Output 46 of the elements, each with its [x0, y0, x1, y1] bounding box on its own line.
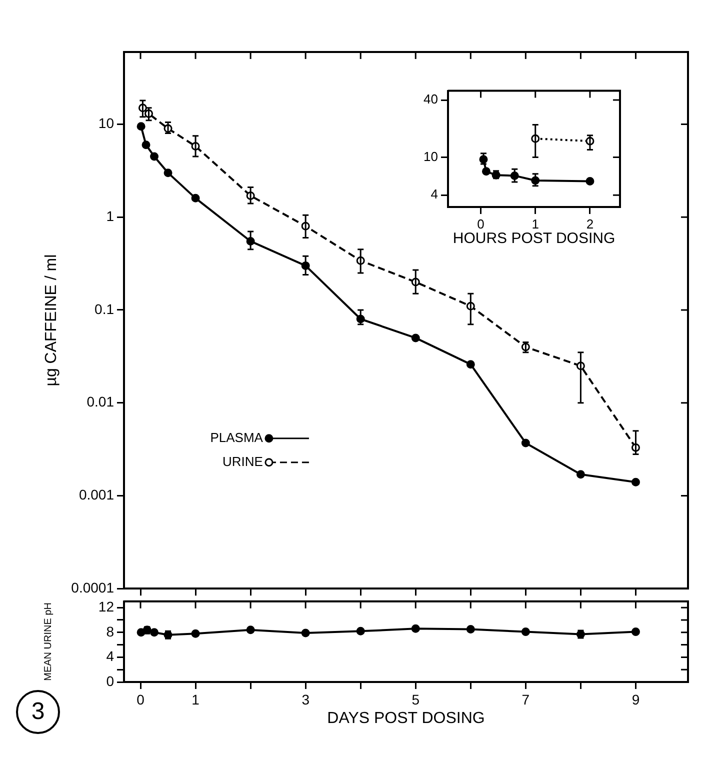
point: [411, 624, 420, 633]
point: [466, 625, 475, 634]
point: [164, 168, 172, 178]
x-tick-label: 2: [586, 216, 594, 232]
point: [521, 438, 530, 448]
point: [356, 626, 365, 636]
x-tick-label: 9: [632, 691, 640, 708]
x-tick-label: 0: [136, 691, 145, 708]
y-tick-label: 10: [98, 115, 114, 132]
x-tick-label: 5: [412, 691, 420, 708]
y-tick-label: 12: [98, 598, 114, 614]
x-axis-title: DAYS POST DOSING: [327, 710, 485, 727]
x-axis-title: HOURS POST DOSING: [452, 230, 616, 248]
point: [191, 194, 200, 202]
x-tick-label: 7: [522, 691, 530, 708]
y-tick-label: 0.001: [78, 486, 114, 503]
y-tick-label: 10: [424, 148, 438, 164]
x-tick-label: 3: [302, 691, 310, 708]
y-tick-label: 0.01: [86, 394, 114, 410]
y-tick-label: 8: [106, 623, 114, 640]
point: [191, 629, 200, 638]
point: [521, 628, 530, 636]
point: [631, 628, 640, 636]
y-axis-title: µg CAFFEINE / ml: [43, 254, 60, 386]
point: [576, 470, 585, 479]
point: [142, 140, 150, 150]
point: [466, 360, 475, 369]
legend-label: URINE: [222, 454, 264, 469]
x-tick-label: 1: [192, 691, 200, 708]
y-tick-label: 4: [430, 186, 438, 202]
x-tick-label: 1: [532, 216, 539, 232]
y-tick-label: 0: [106, 672, 114, 689]
point: [631, 478, 640, 486]
y-tick-label: 0.0001: [71, 579, 114, 596]
legend-label: PLASMA: [210, 430, 264, 445]
point: [136, 122, 146, 131]
point: [246, 626, 255, 634]
point: [411, 334, 420, 342]
point: [301, 628, 310, 638]
y-tick-label: 0.1: [94, 300, 114, 317]
y-tick-label: 4: [106, 648, 114, 664]
x-tick-label: 0: [477, 216, 484, 232]
point: [150, 152, 159, 161]
y-axis-title: MEAN URINE pH: [42, 602, 54, 681]
y-tick-label: 40: [424, 92, 438, 107]
point: [150, 628, 159, 637]
